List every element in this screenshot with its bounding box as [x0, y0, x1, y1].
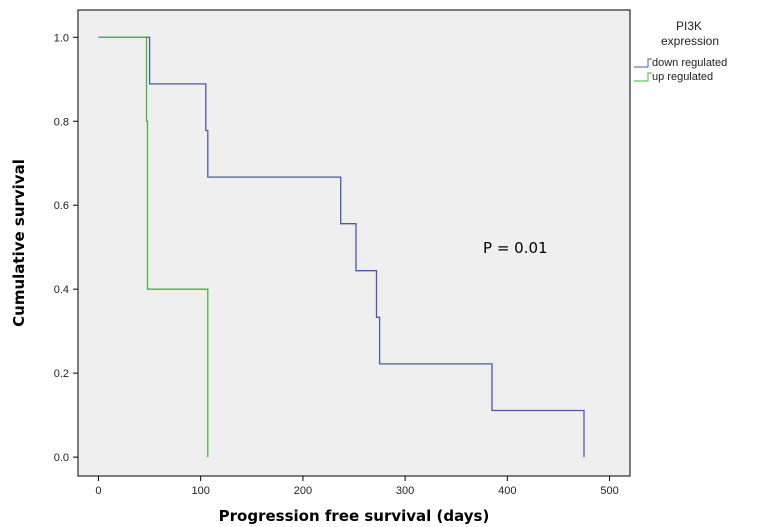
x-tick-label: 300: [396, 485, 414, 497]
x-tick-label: 0: [95, 485, 101, 497]
y-tick-label: 0.2: [54, 368, 69, 380]
y-tick-label: 1.0: [54, 32, 69, 44]
survival-curve-up-regulated: [98, 36, 209, 458]
y-axis-label: Cumulative survival: [10, 159, 28, 327]
legend-title-line1: PI3K: [676, 19, 702, 33]
y-tick-label: 0.4: [54, 284, 69, 296]
legend-swatch-up-regulated: [634, 72, 652, 82]
legend: PI3K expression down regulated up regula…: [634, 19, 727, 83]
y-tick-label: 0.6: [54, 200, 69, 212]
x-tick-label: 400: [498, 485, 516, 497]
p-value-annotation: P = 0.01: [483, 239, 548, 257]
series-layer: [98, 36, 585, 458]
legend-swatch-down-regulated: [634, 58, 652, 68]
x-tick-label: 500: [600, 485, 618, 497]
y-tick-label: 0.8: [54, 116, 69, 128]
x-tick-label: 100: [191, 485, 209, 497]
x-tick-label: 200: [294, 485, 312, 497]
survival-curve-down-regulated: [98, 36, 585, 458]
legend-label-up-regulated: up regulated: [652, 71, 713, 83]
y-tick-label: 0.0: [54, 452, 69, 464]
x-axis-label: Progression free survival (days): [219, 507, 490, 525]
legend-title-line2: expression: [661, 34, 719, 48]
axis-layer: 0 100 200 300 400 500 0.0 0.2 0.4 0.6 0.8 1.0: [54, 32, 619, 497]
legend-label-down-regulated: down regulated: [652, 57, 727, 69]
plot-background: [77, 9, 631, 477]
